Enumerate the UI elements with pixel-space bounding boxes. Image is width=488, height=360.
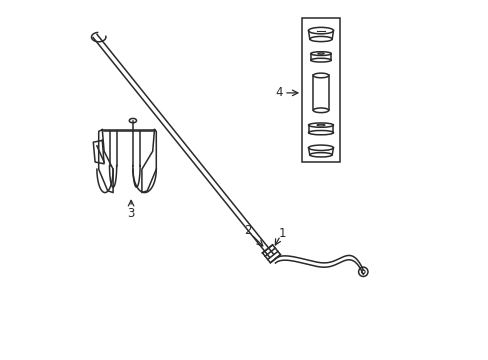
Bar <box>302 18 339 162</box>
Text: 4: 4 <box>274 86 282 99</box>
Text: 1: 1 <box>278 226 285 239</box>
Text: 2: 2 <box>244 224 251 237</box>
Text: 3: 3 <box>127 207 135 220</box>
